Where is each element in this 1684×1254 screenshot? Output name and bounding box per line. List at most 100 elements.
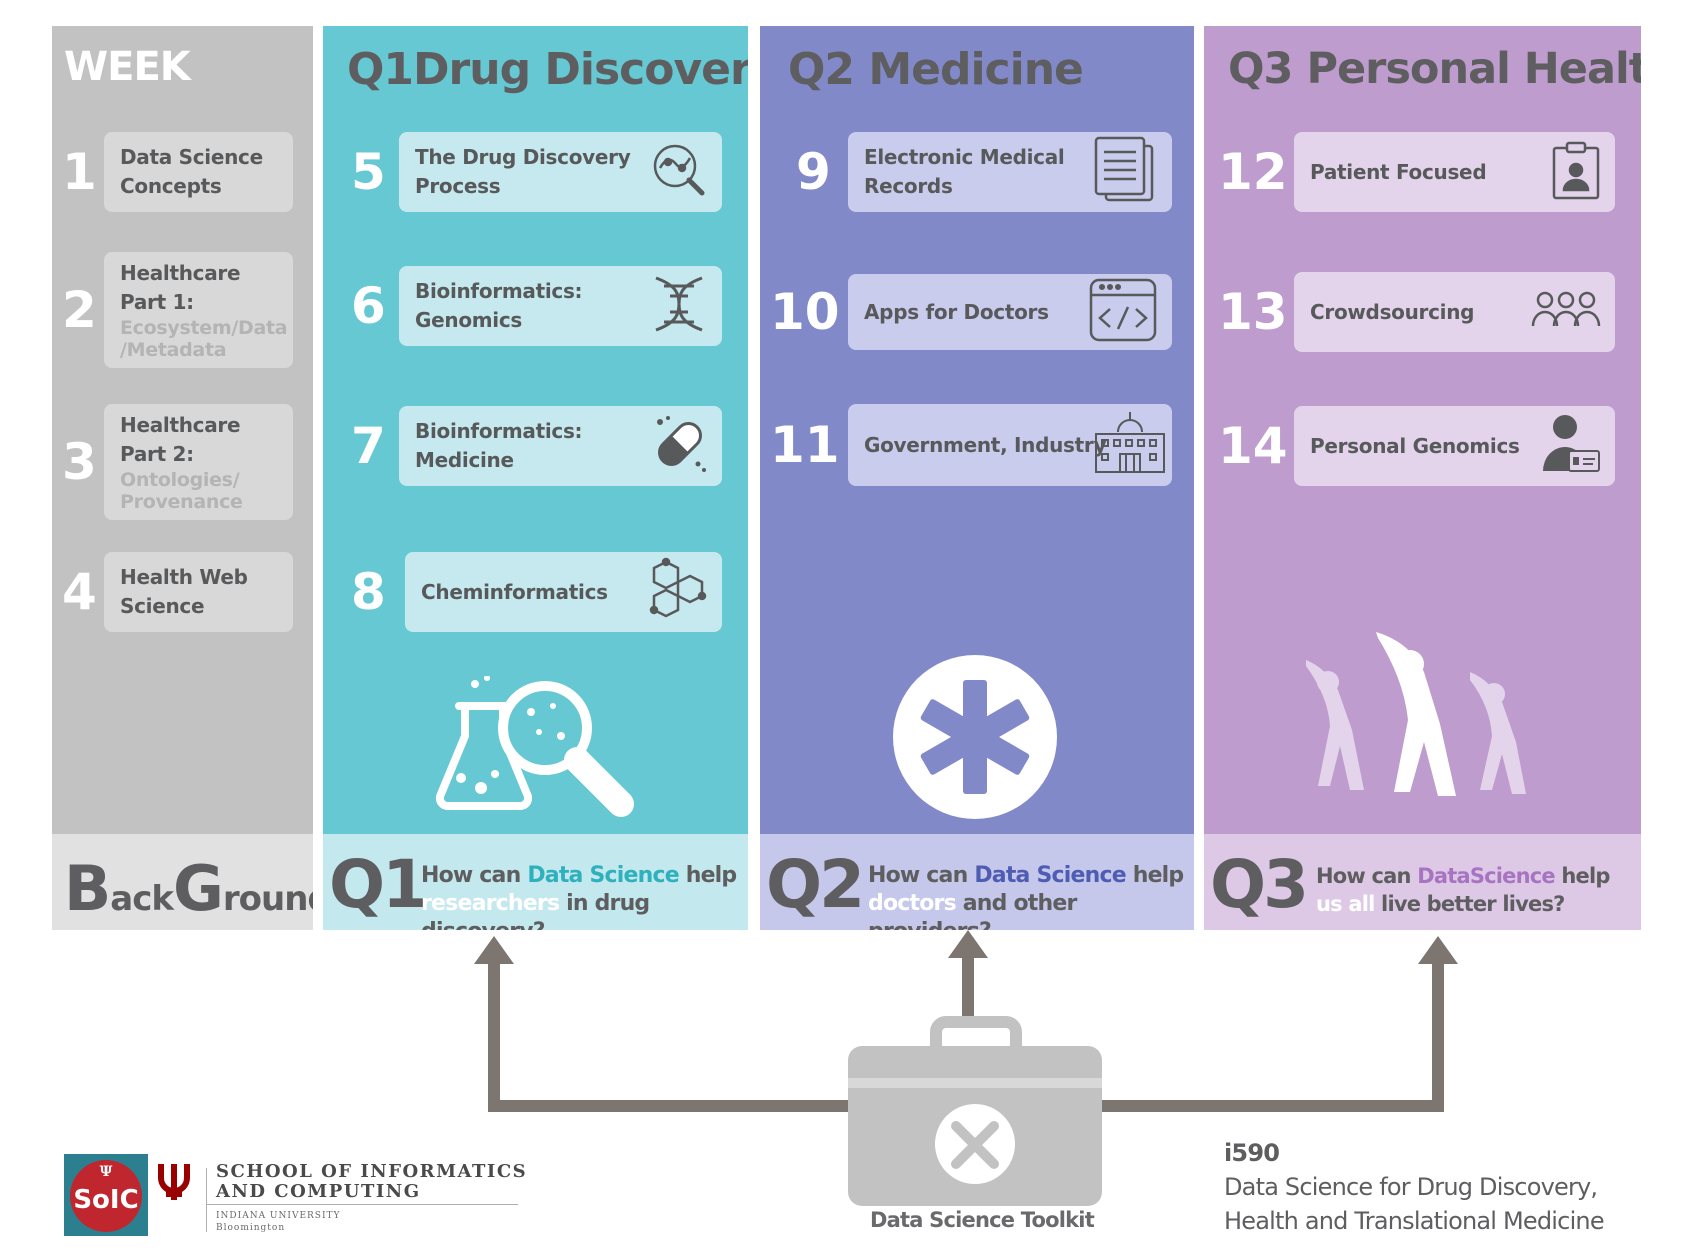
q1-column: Q1Drug Discovery 5 The Drug Discovery Pr… [323,26,748,930]
q1-title: Q1Drug Discovery [347,44,748,95]
medical-asterisk-icon [890,652,1060,826]
week-number: 13 [1218,283,1288,341]
topic-card: Patient Focused [1294,132,1615,212]
course-code: i590 [1224,1139,1280,1167]
week-title: WEEK [64,44,191,90]
question-text: How can Data Science help doctors and ot… [868,863,1184,930]
week-card: Healthcare Part 1: Ecosystem/Data /Metad… [104,252,293,368]
week-card: Healthcare Part 2: Ontologies/ Provenanc… [104,404,293,520]
q3-column: Q3 Personal Health 12 Patient Focused 13… [1204,26,1641,930]
government-building-icon [1092,408,1168,482]
card-line: Concepts [120,174,222,198]
card-line: The Drug Discovery [415,145,631,169]
week-number: 4 [62,563,97,621]
card-line: Patient Focused [1310,159,1487,184]
q3-item-14: 14 Personal Genomics [1204,406,1641,486]
week-number: 11 [770,416,840,474]
q2-item-10: 10 Apps for Doctors [760,274,1194,350]
q1-item-5: 5 The Drug Discovery Process [323,132,748,212]
card-line: Bioinformatics: [415,419,583,443]
flask-magnifier-icon [435,675,645,830]
card-line: Records [864,174,953,198]
topic-card: Apps for Doctors [848,274,1172,350]
topic-card: The Drug Discovery Process [399,132,722,212]
course-title-line: Data Science for Drug Discovery, [1224,1173,1598,1201]
logo-rule [206,1204,518,1205]
question-band: Q2 How can Data Science help doctors and… [760,834,1194,930]
magnifier-molecule-icon [650,142,708,202]
card-line: Health Web [120,565,248,589]
background-label: BackGround [64,852,313,925]
code-window-icon [1088,277,1158,347]
week-item-1: 1 Data Science Concepts [52,132,313,212]
card-line: Genomics [415,308,523,332]
svg-text:SoIC: SoIC [73,1185,138,1215]
question-label: Q1 [329,846,428,923]
week-number: 12 [1218,143,1288,201]
course-info: i590 Data Science for Drug Discovery, He… [1224,1136,1605,1238]
question-text: How can Data Science help researchers in… [421,863,737,930]
q1-item-8: 8 Cheminformatics [323,552,748,632]
school-name: SCHOOL OF INFORMATICS AND COMPUTING [216,1161,528,1202]
patient-clipboard-icon [1551,140,1601,204]
card-line: Crowdsourcing [1310,299,1475,324]
question-band: Q1 How can Data Science help researchers… [323,834,748,930]
card-subtitle: Ecosystem/Data /Metadata [120,317,288,361]
card-line: Part 2: [120,442,194,466]
q3-item-12: 12 Patient Focused [1204,132,1641,212]
question-label: Q3 [1210,846,1309,923]
week-item-3: 3 Healthcare Part 2: Ontologies/ Provena… [52,404,313,520]
documents-icon [1092,136,1158,208]
question-label: Q2 [766,846,865,923]
q1-item-6: 6 Bioinformatics: Genomics [323,266,748,346]
university-name: INDIANA UNIVERSITY Bloomington [216,1211,341,1233]
q2-item-9: 9 Electronic Medical Records [760,132,1194,212]
people-group-icon [1531,288,1601,336]
week-number: 6 [351,277,386,335]
course-title-line: Health and Translational Medicine [1224,1207,1605,1235]
week-number: 7 [351,417,386,475]
card-line: Part 1: [120,290,194,314]
q2-item-11: 11 Government, Industry [760,404,1194,486]
week-number: 10 [770,283,840,341]
card-line: Healthcare [120,261,241,285]
week-number: 3 [62,433,97,491]
question-text: How can DataScience help us all live bet… [1316,864,1610,916]
dna-icon [650,274,708,338]
topic-card: Bioinformatics: Genomics [399,266,722,346]
card-subtitle: Ontologies/ Provenance [120,469,243,513]
card-line: Science [120,594,205,618]
week-number: 14 [1218,417,1288,475]
week-number: 5 [351,143,386,201]
card-line: Electronic Medical [864,145,1065,169]
toolkit-label: Data Science Toolkit [870,1208,1095,1232]
topic-card: Government, Industry [848,404,1172,486]
q3-item-13: 13 Crowdsourcing [1204,272,1641,352]
person-id-card-icon [1541,413,1601,479]
card-line: Medicine [415,448,514,472]
iu-trident-icon [156,1160,192,1204]
card-line: Government, Industry [864,432,1107,457]
q3-title: Q3 Personal Health [1228,44,1641,94]
card-line: Apps for Doctors [864,299,1049,324]
week-number: 8 [351,563,386,621]
q2-title: Q2 Medicine [788,44,1084,95]
week-item-4: 4 Health Web Science [52,552,313,632]
week-column: WEEK 1 Data Science Concepts 2 Healthcar… [52,26,313,930]
toolbox-wrench-icon [848,1016,1102,1212]
soic-logo: SoIC Ψ [64,1154,148,1240]
week-card: Data Science Concepts [104,132,293,212]
topic-card: Bioinformatics: Medicine [399,406,722,486]
svg-text:Ψ: Ψ [100,1164,113,1180]
stretching-people-icon [1298,630,1538,804]
week-card: Health Web Science [104,552,293,632]
topic-card: Cheminformatics [405,552,722,632]
card-line: Personal Genomics [1310,433,1520,458]
card-line: Healthcare [120,413,241,437]
card-line: Bioinformatics: [415,279,583,303]
week-number: 9 [796,143,831,201]
week-item-2: 2 Healthcare Part 1: Ecosystem/Data /Met… [52,252,313,368]
q1-item-7: 7 Bioinformatics: Medicine [323,406,748,486]
question-band: Q3 How can DataScience help us all live … [1204,834,1641,930]
